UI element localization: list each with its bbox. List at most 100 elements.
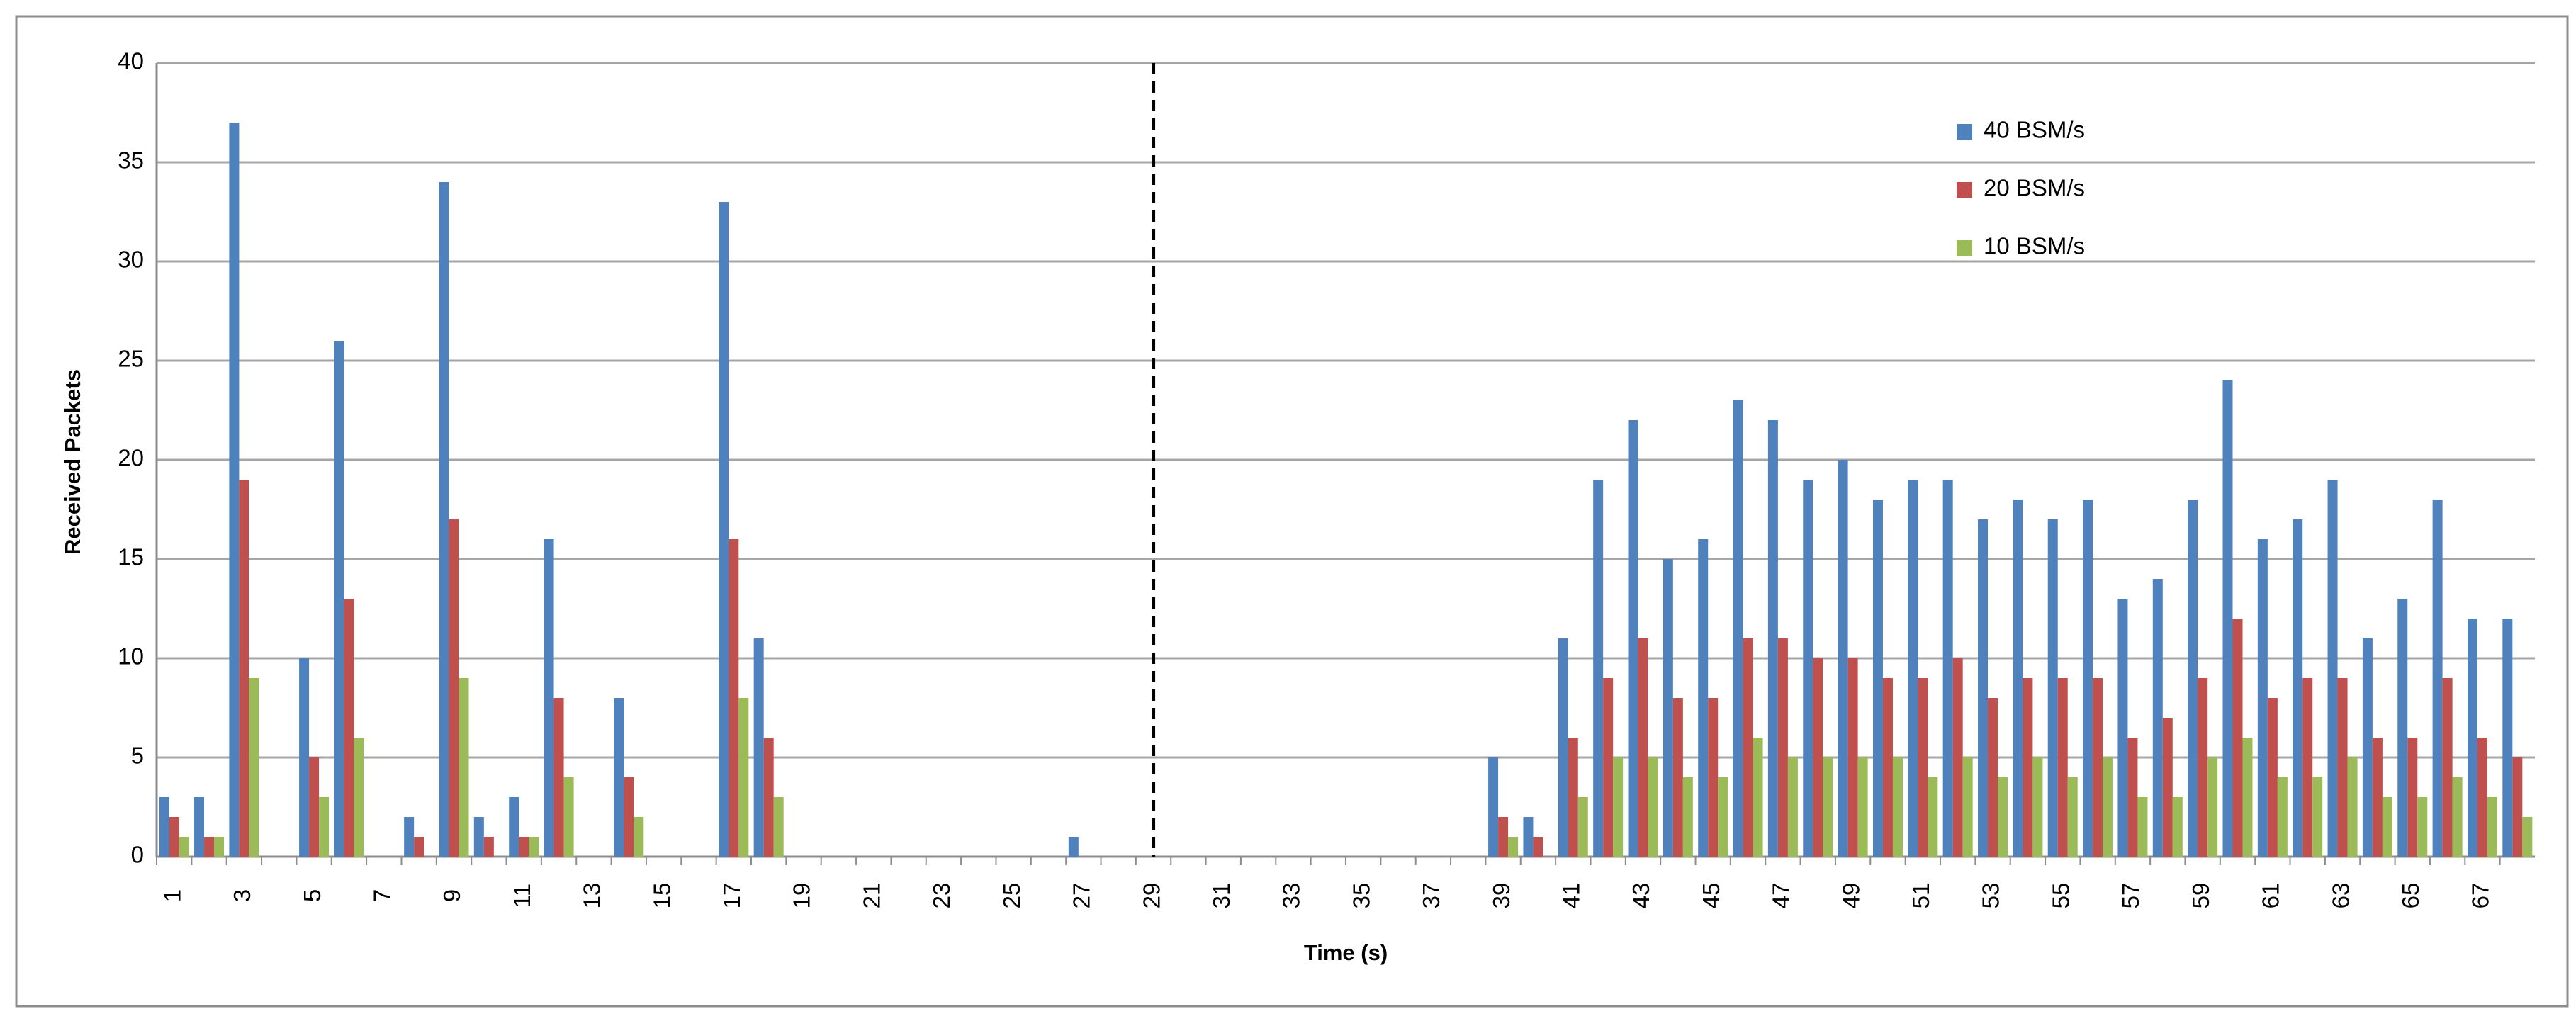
- bar: [483, 837, 494, 857]
- x-tick-label: 1: [159, 889, 185, 902]
- bar: [2032, 757, 2043, 857]
- bar: [1698, 539, 1709, 857]
- bar: [2103, 757, 2113, 857]
- bar: [1838, 460, 1848, 857]
- bar: [2067, 777, 2078, 857]
- bar: [2267, 698, 2278, 857]
- bar: [2232, 619, 2243, 857]
- bar: [2302, 678, 2313, 857]
- x-tick-label: 11: [509, 884, 535, 908]
- x-tick-label: 45: [1698, 883, 1724, 909]
- x-tick-label: 5: [299, 889, 325, 902]
- legend-swatch: [1957, 182, 1972, 198]
- bar: [2452, 777, 2463, 857]
- bar: [719, 202, 729, 857]
- bar: [2117, 599, 2128, 857]
- x-tick-label: 63: [2327, 883, 2353, 909]
- bar: [179, 837, 189, 857]
- y-tick-label: 15: [118, 544, 144, 570]
- bar: [773, 797, 784, 857]
- bar: [1882, 678, 1893, 857]
- bar: [2257, 539, 2268, 857]
- bar: [1823, 757, 1833, 857]
- bar: [169, 817, 179, 857]
- y-tick-label: 40: [118, 48, 144, 74]
- bar: [1663, 559, 1673, 857]
- bar: [614, 698, 624, 857]
- bar: [449, 519, 459, 857]
- bar: [2442, 678, 2453, 857]
- y-tick-label: 10: [118, 643, 144, 670]
- bar: [1847, 658, 1858, 857]
- bar: [1803, 480, 1813, 857]
- y-axis-title: Received Packets: [60, 369, 85, 555]
- x-tick-label: 23: [928, 883, 955, 909]
- x-tick-label: 13: [579, 883, 605, 909]
- bar: [2127, 738, 2138, 857]
- bar: [2487, 797, 2497, 857]
- legend-label: 10 BSM/s: [1984, 233, 2085, 259]
- bar: [2407, 738, 2418, 857]
- y-tick-label: 0: [131, 842, 144, 868]
- bar: [1533, 837, 1543, 857]
- bar: [439, 182, 449, 857]
- bar: [2477, 738, 2487, 857]
- bar: [2137, 797, 2148, 857]
- bar: [1068, 837, 1079, 857]
- bar: [2467, 619, 2477, 857]
- bar: [2047, 519, 2058, 857]
- bar: [1988, 698, 1998, 857]
- bar: [309, 757, 320, 857]
- bar: [2172, 797, 2183, 857]
- bar: [2013, 500, 2023, 857]
- bar: [2083, 500, 2093, 857]
- x-tick-label: 43: [1628, 883, 1654, 909]
- x-tick-label: 25: [999, 883, 1025, 909]
- bar: [729, 539, 739, 857]
- bar: [2293, 519, 2303, 857]
- bar: [1498, 817, 1509, 857]
- x-tick-label: 3: [229, 889, 255, 902]
- bar: [1682, 777, 1693, 857]
- bar: [553, 698, 564, 857]
- x-tick-label: 19: [789, 883, 815, 909]
- bar: [519, 837, 529, 857]
- bar: [2162, 718, 2173, 857]
- bar: [544, 539, 554, 857]
- legend-label: 20 BSM/s: [1984, 175, 2085, 201]
- x-tick-label: 65: [2397, 883, 2424, 909]
- bar: [1648, 757, 1658, 857]
- bar: [2417, 797, 2428, 857]
- bar: [1962, 757, 1973, 857]
- bar: [1628, 420, 1638, 857]
- bar: [1998, 777, 2008, 857]
- bar: [1508, 837, 1519, 857]
- bar: [1892, 757, 1903, 857]
- legend-label: 40 BSM/s: [1984, 117, 2085, 143]
- x-tick-label: 29: [1138, 883, 1164, 909]
- bar: [2277, 777, 2288, 857]
- bar: [1733, 400, 1743, 857]
- bar: [563, 777, 574, 857]
- y-tick-label: 30: [118, 247, 144, 273]
- x-tick-label: 53: [1978, 883, 2004, 909]
- bar: [2347, 757, 2358, 857]
- bar: [204, 837, 215, 857]
- bar: [319, 797, 330, 857]
- bar: [1638, 638, 1648, 857]
- bar: [299, 658, 310, 857]
- bar: [1753, 738, 1763, 857]
- legend-swatch: [1957, 240, 1972, 256]
- bar: [334, 341, 344, 857]
- bar: [344, 599, 354, 857]
- x-tick-label: 9: [439, 889, 465, 902]
- bar: [1978, 519, 1989, 857]
- bar: [354, 738, 364, 857]
- bar: [1908, 480, 1918, 857]
- bar: [1813, 658, 1823, 857]
- y-tick-label: 25: [118, 346, 144, 372]
- bar: [1777, 638, 1788, 857]
- x-tick-label: 21: [858, 883, 884, 909]
- x-tick-label: 57: [2117, 883, 2144, 909]
